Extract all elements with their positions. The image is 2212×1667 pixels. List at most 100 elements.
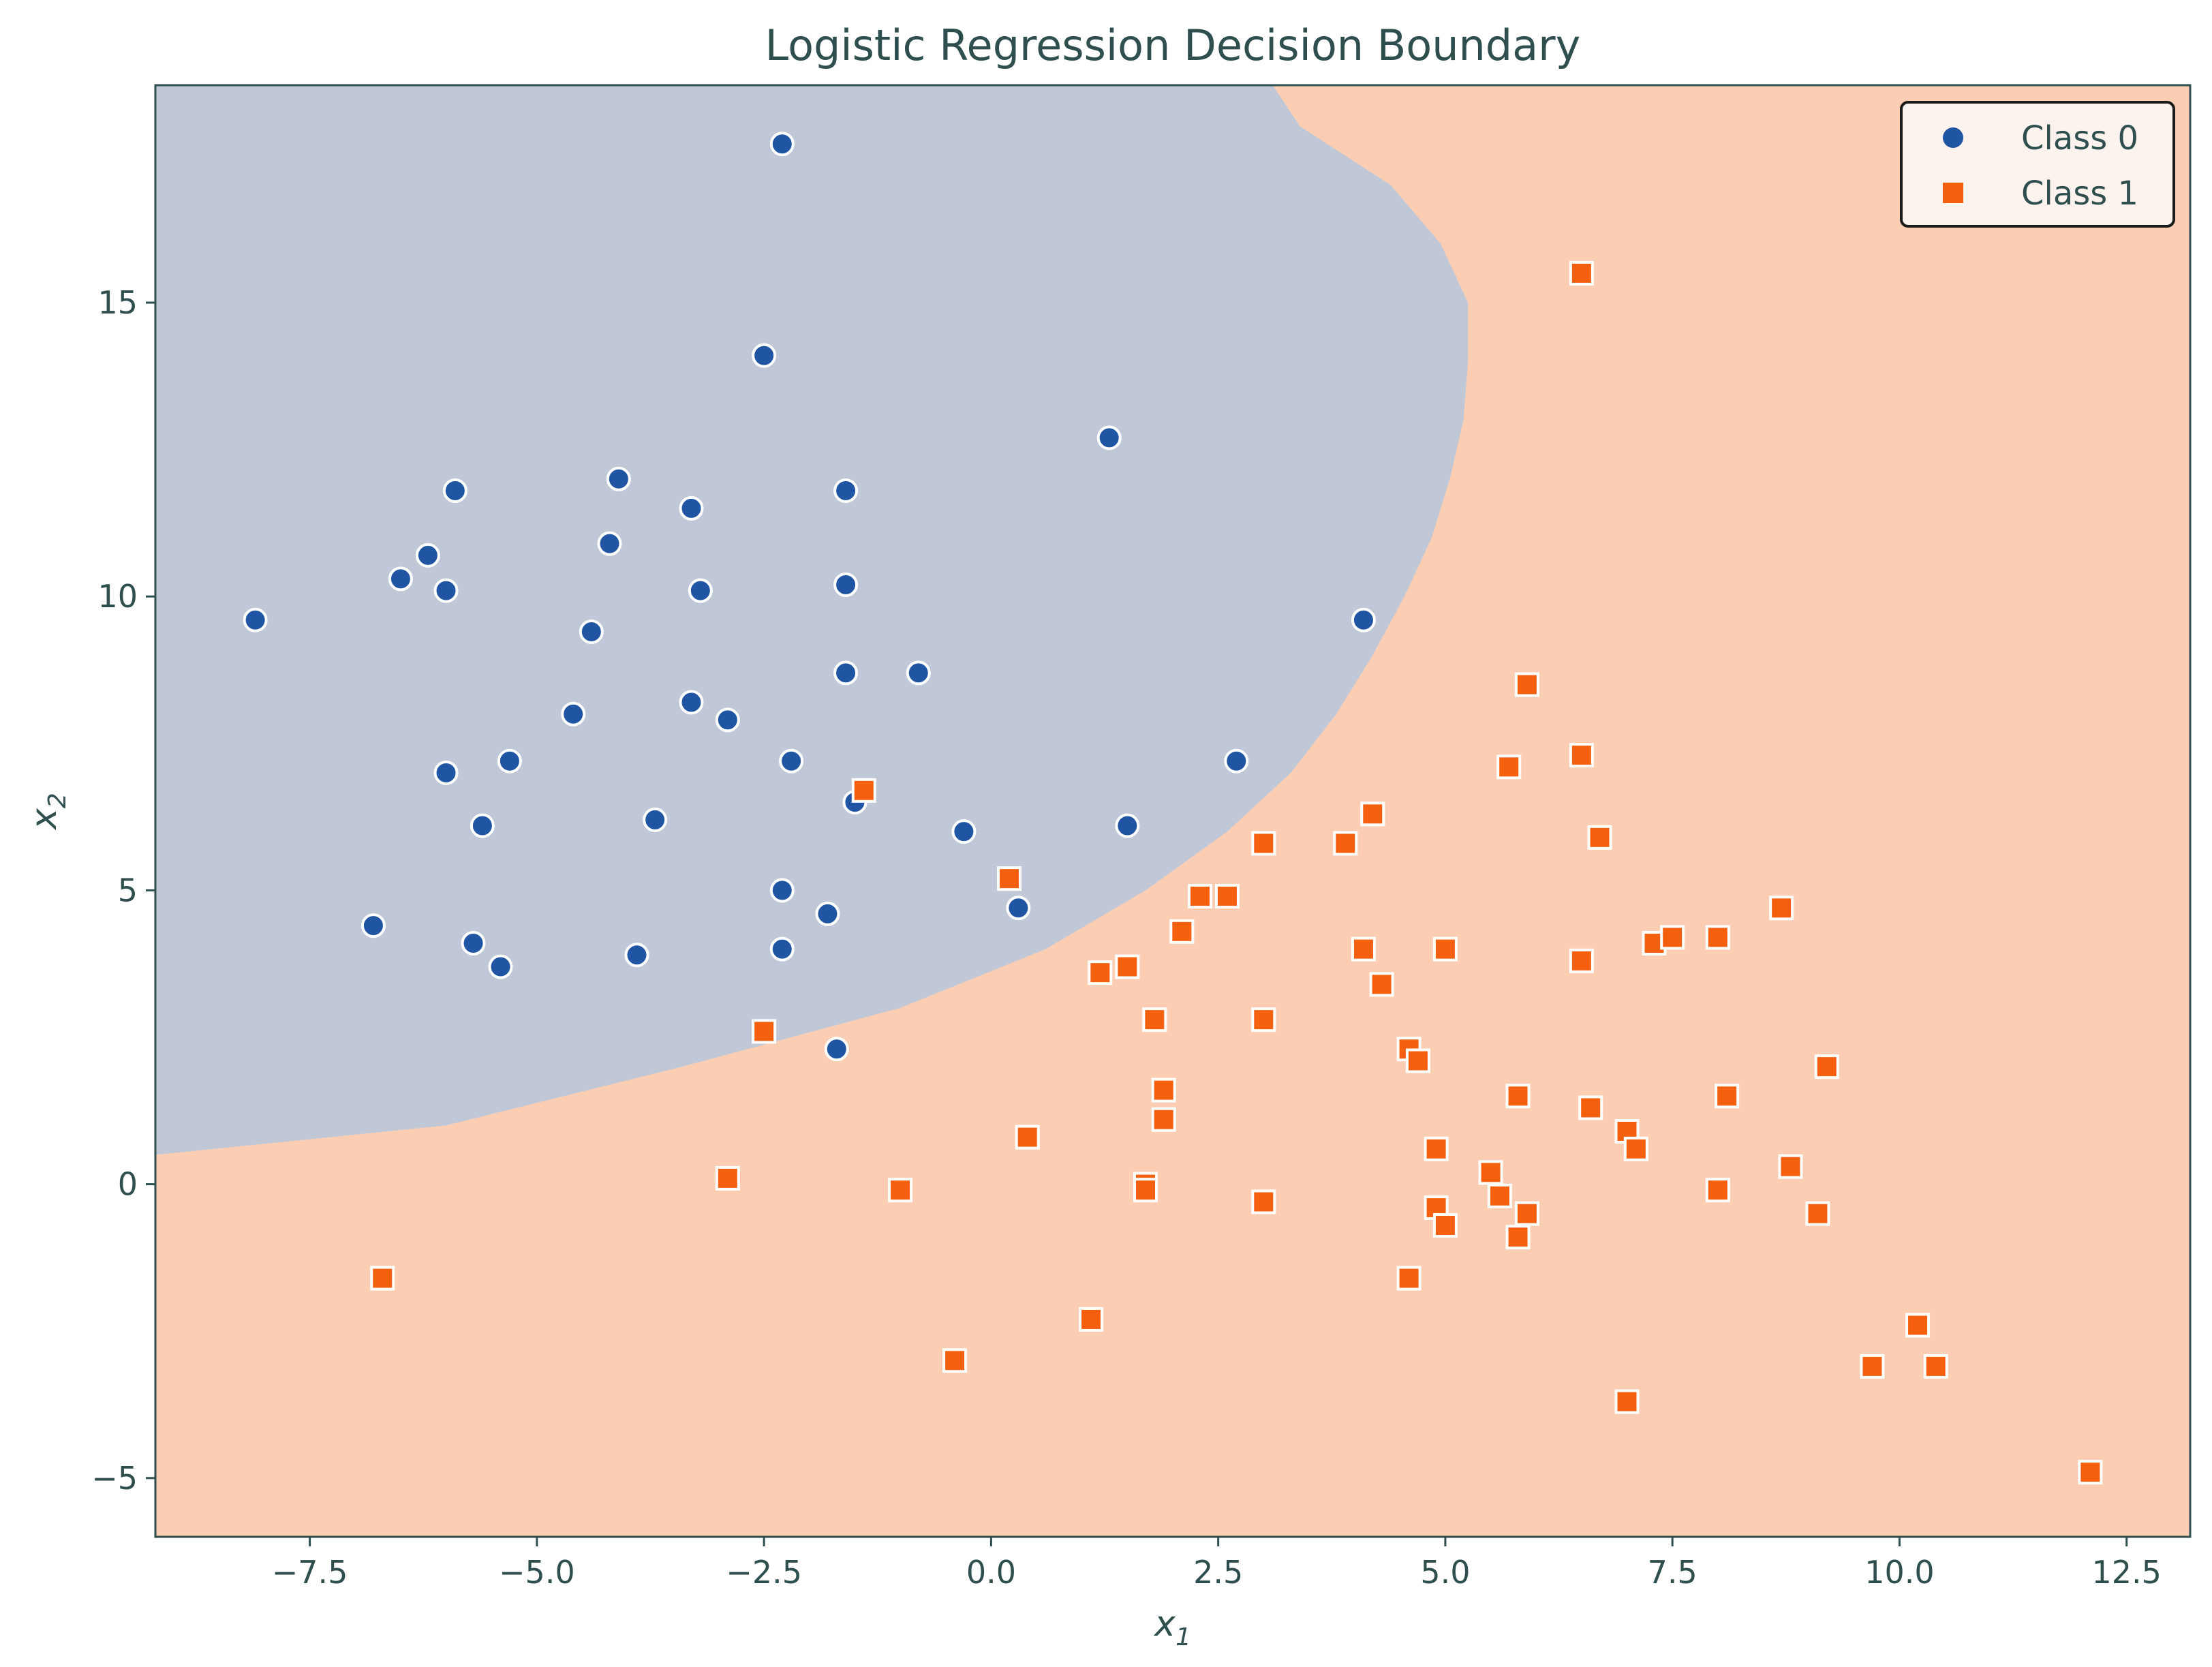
- y-axis-label-base: x: [24, 808, 65, 831]
- y-tick-label-1: 0: [118, 1166, 138, 1203]
- class-0-point-4: [442, 478, 467, 504]
- class-0-point-19: [679, 690, 704, 715]
- class-1-point-7: [1251, 831, 1276, 856]
- class-1-point-37: [1623, 1136, 1648, 1161]
- class-1-point-11: [1214, 884, 1240, 909]
- class-0-point-28: [1115, 813, 1140, 838]
- class-1-point-22: [1369, 972, 1394, 997]
- class-1-point-44: [1133, 1178, 1158, 1203]
- class-1-point-23: [1142, 1007, 1167, 1033]
- class-1-point-32: [1578, 1095, 1603, 1120]
- class-1-point-28: [1814, 1054, 1839, 1080]
- x-axis-label: x1: [1153, 1604, 1191, 1651]
- x-tick-label-6: 7.5: [1648, 1554, 1698, 1591]
- x-tick-label-2: −2.5: [726, 1554, 802, 1591]
- class-1-point-13: [1169, 919, 1195, 944]
- class-1-point-12: [1769, 896, 1794, 921]
- x-tick-label-3: 0.0: [966, 1554, 1016, 1591]
- class-1-point-29: [1151, 1077, 1176, 1103]
- class-0-point-6: [679, 495, 704, 521]
- class-0-point-10: [433, 578, 459, 603]
- class-1-point-60: [2078, 1460, 2103, 1485]
- class-1-point-51: [1505, 1225, 1531, 1250]
- x-tick-label-4: 2.5: [1193, 1554, 1243, 1591]
- class-0-point-5: [833, 478, 859, 504]
- class-1-point-43: [888, 1178, 913, 1203]
- legend: Class 0 Class 1: [1900, 101, 2175, 228]
- class-1-point-9: [997, 866, 1022, 891]
- y-tick-label-0: −5: [91, 1460, 138, 1497]
- class-0-point-12: [833, 572, 859, 597]
- class-1-point-6: [1587, 825, 1612, 850]
- class-0-point-23: [433, 760, 459, 785]
- class-1-point-55: [1905, 1313, 1931, 1338]
- class-0-point-30: [769, 878, 795, 903]
- x-tick-label-8: 12.5: [2091, 1554, 2161, 1591]
- legend-marker-class-0: [1943, 127, 1963, 148]
- x-axis-label-base: x: [1153, 1604, 1176, 1645]
- class-0-point-15: [579, 619, 604, 644]
- class-0-point-31: [1006, 896, 1031, 921]
- x-tick-label-7: 10.0: [1864, 1554, 1934, 1591]
- class-0-point-24: [1224, 748, 1249, 774]
- class-0-point-21: [497, 748, 522, 774]
- class-1-point-40: [715, 1165, 740, 1191]
- class-1-point-50: [1432, 1212, 1458, 1238]
- x-tick-label-1: −5.0: [499, 1554, 575, 1591]
- class-1-point-27: [1405, 1048, 1430, 1073]
- class-1-point-53: [370, 1266, 395, 1291]
- chart-title: Logistic Regression Decision Boundary: [765, 20, 1581, 70]
- legend-label-class-0: Class 0: [2021, 119, 2138, 157]
- class-0-point-22: [779, 748, 804, 774]
- plot-frame: [154, 84, 2192, 1538]
- class-0-point-11: [688, 578, 713, 603]
- class-0-point-34: [461, 931, 486, 956]
- class-0-point-37: [769, 936, 795, 962]
- class-0-point-3: [606, 466, 631, 491]
- class-0-point-36: [624, 943, 649, 968]
- class-1-point-25: [752, 1019, 777, 1044]
- y-axis-label-subscript: 2: [44, 793, 72, 808]
- class-0-point-33: [360, 913, 386, 938]
- class-1-point-42: [1705, 1178, 1730, 1203]
- class-1-point-24: [1251, 1007, 1276, 1033]
- class-1-point-34: [1015, 1125, 1040, 1150]
- class-0-point-9: [388, 566, 413, 592]
- class-0-point-20: [715, 707, 740, 733]
- class-1-point-52: [1396, 1266, 1422, 1291]
- class-0-point-0: [769, 132, 795, 157]
- class-0-point-7: [415, 542, 440, 568]
- class-1-point-17: [1660, 925, 1685, 950]
- class-0-point-8: [597, 531, 622, 556]
- class-1-point-57: [1860, 1354, 1885, 1379]
- class-1-point-19: [1569, 948, 1594, 973]
- class-1-point-30: [1505, 1084, 1531, 1109]
- class-1-point-38: [1778, 1154, 1803, 1179]
- class-1-point-48: [1514, 1201, 1539, 1226]
- plot-area: [155, 85, 2190, 1537]
- class-1-point-46: [1251, 1189, 1276, 1214]
- class-1-point-20: [1115, 954, 1140, 979]
- class-1-point-18: [1705, 925, 1730, 950]
- class-1-point-4: [851, 778, 876, 803]
- class-1-point-54: [1079, 1306, 1104, 1332]
- class-1-point-49: [1805, 1201, 1830, 1226]
- class0-region: [155, 85, 1469, 1155]
- legend-label-class-1: Class 1: [2021, 174, 2138, 213]
- class-1-point-15: [1432, 936, 1458, 962]
- class-0-point-16: [833, 660, 859, 686]
- class-1-point-5: [1360, 801, 1385, 827]
- class-0-point-35: [488, 954, 513, 979]
- class-1-point-3: [1496, 754, 1522, 780]
- class-1-point-0: [1569, 260, 1594, 286]
- class-1-point-8: [1333, 831, 1358, 856]
- y-tick-label-4: 15: [97, 284, 138, 321]
- class-1-point-21: [1088, 960, 1113, 985]
- class-0-point-29: [951, 819, 977, 844]
- class-0-point-27: [643, 807, 668, 832]
- class-0-point-1: [752, 343, 777, 368]
- class-1-point-39: [1478, 1160, 1503, 1185]
- class-0-point-18: [561, 701, 586, 727]
- x-axis-label-subscript: 1: [1176, 1623, 1191, 1651]
